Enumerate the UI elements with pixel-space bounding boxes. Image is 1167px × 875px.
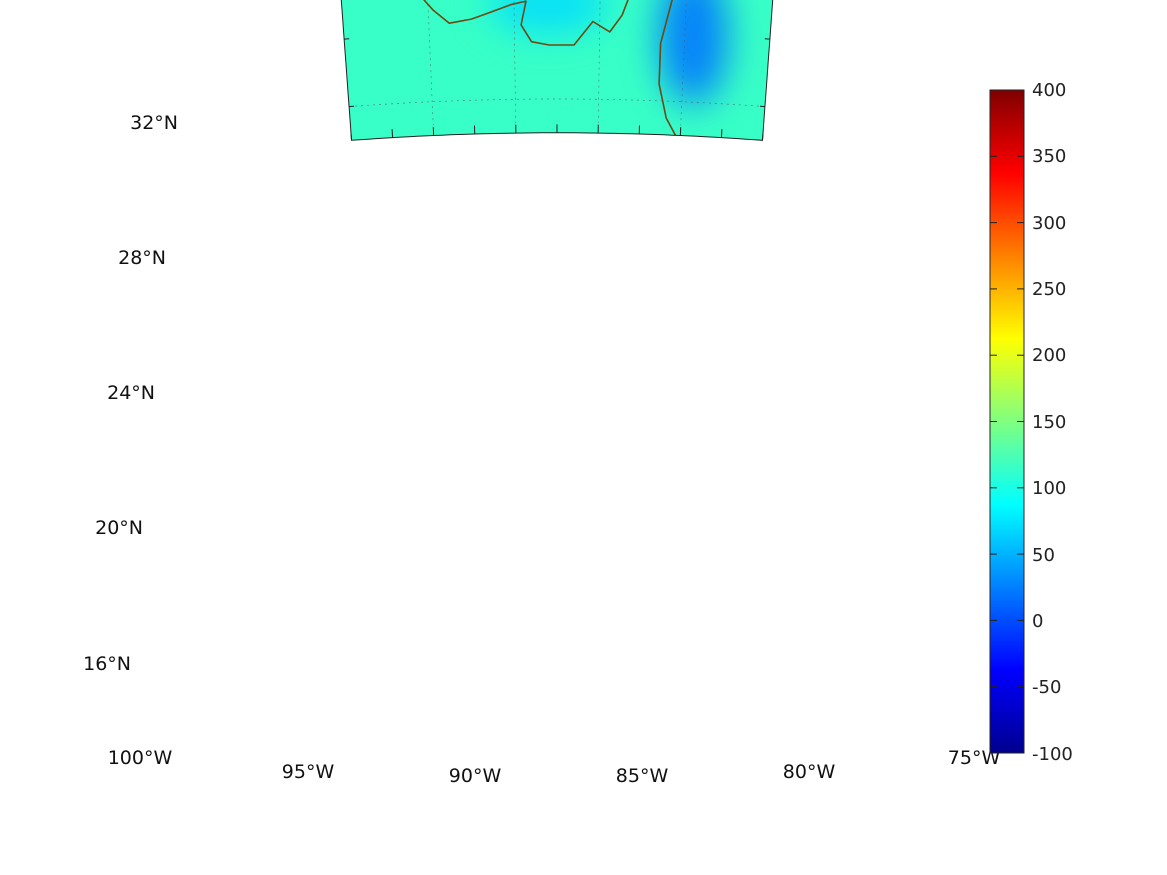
lon-label-75w: 75°W — [948, 747, 1001, 769]
colorbar-label: 100 — [1032, 478, 1066, 499]
colorbar-label: 350 — [1032, 146, 1066, 167]
lon-label-95w: 95°W — [282, 761, 335, 783]
field-band-west — [140, 80, 260, 760]
lat-label-28n: 28°N — [118, 247, 166, 269]
field-anomaly — [488, 0, 609, 33]
lat-label-32n: 32°N — [130, 112, 178, 134]
lon-label-100w: 100°W — [108, 747, 173, 769]
colorbar: 400 350 300 250 200 150 100 50 0 -50 -10… — [989, 80, 1073, 765]
colorbar-label: 50 — [1032, 545, 1055, 566]
frame-tick — [761, 131, 764, 141]
gulf-coastline — [366, 0, 673, 46]
map-frame — [340, 0, 774, 141]
lon-label-80w: 80°W — [783, 761, 836, 783]
lon-label-90w: 90°W — [449, 765, 502, 787]
longitude-labels: 100°W 95°W 90°W 85°W 80°W 75°W — [108, 747, 1001, 787]
colorbar-label: 250 — [1032, 279, 1066, 300]
lon-label-85w: 85°W — [616, 765, 669, 787]
lat-label-20n: 20°N — [95, 517, 143, 539]
lat-label-24n: 24°N — [107, 382, 155, 404]
florida-atlantic-coastline — [658, 0, 691, 136]
latitude-labels: 32°N 28°N 24°N 20°N 16°N — [83, 112, 178, 675]
colorbar-label: -100 — [1032, 744, 1073, 765]
colorbar-label: 400 — [1032, 80, 1066, 101]
colorbar-label: 200 — [1032, 345, 1066, 366]
frame-tick — [350, 131, 353, 141]
field-anomaly — [658, 0, 729, 105]
colorbar-label: 300 — [1032, 213, 1066, 234]
colorbar-label: 150 — [1032, 412, 1066, 433]
lat-label-16n: 16°N — [83, 653, 131, 675]
colorbar-label: -50 — [1032, 677, 1061, 698]
colorbar-label: 0 — [1032, 611, 1043, 632]
map-field — [140, 0, 809, 760]
